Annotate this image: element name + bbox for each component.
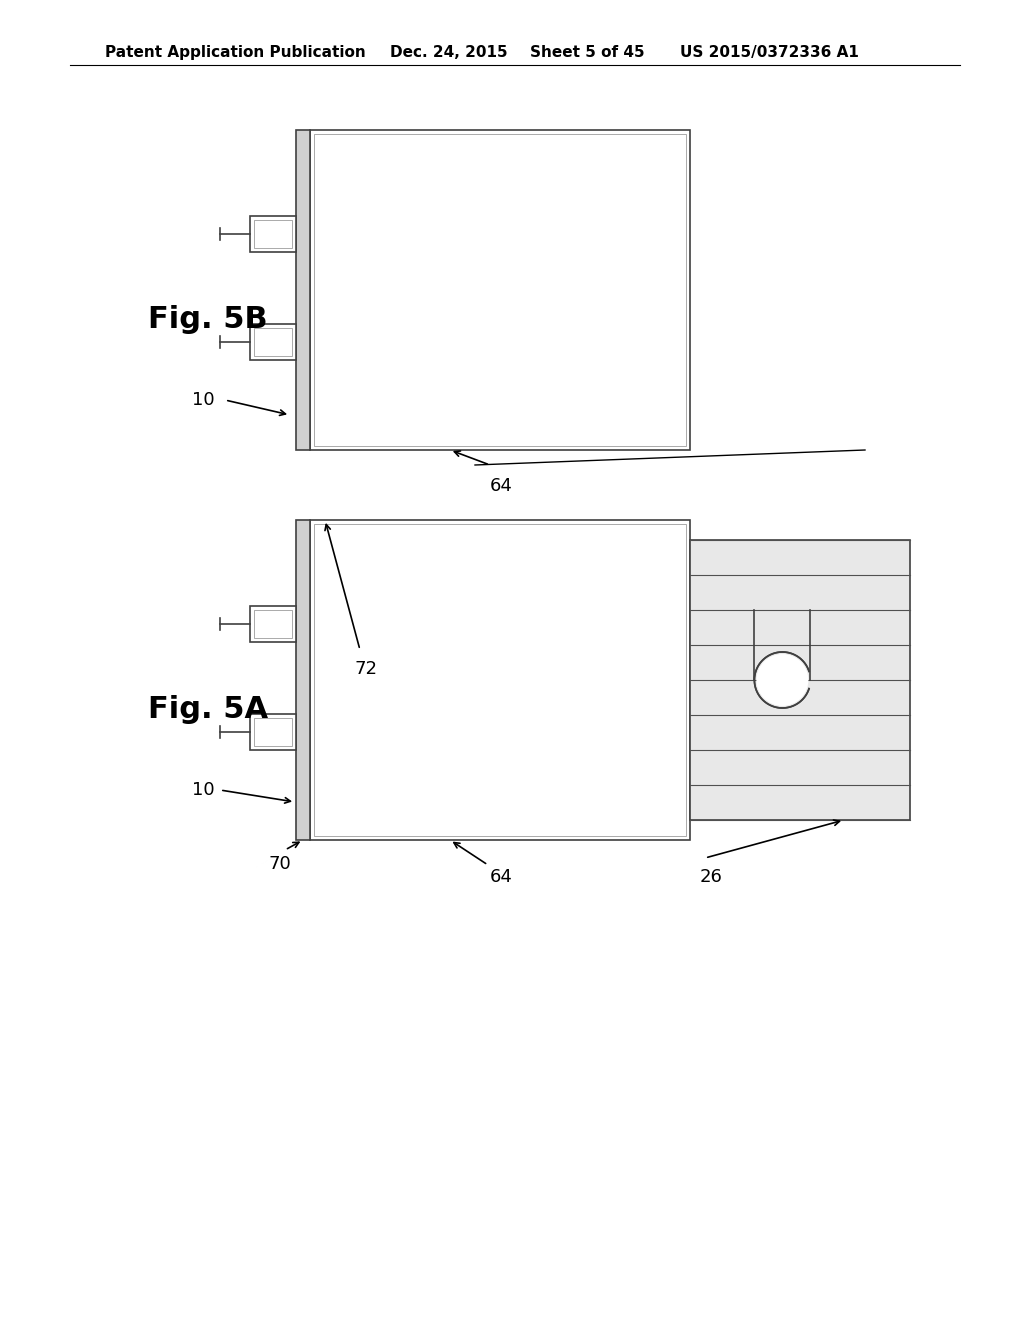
Text: Fig. 5A: Fig. 5A bbox=[148, 696, 268, 725]
FancyBboxPatch shape bbox=[250, 606, 296, 642]
FancyBboxPatch shape bbox=[250, 325, 296, 360]
FancyBboxPatch shape bbox=[314, 524, 686, 836]
FancyBboxPatch shape bbox=[690, 540, 910, 820]
FancyBboxPatch shape bbox=[310, 129, 690, 450]
FancyBboxPatch shape bbox=[254, 718, 292, 746]
Text: 64: 64 bbox=[490, 477, 513, 495]
Circle shape bbox=[757, 653, 808, 706]
Text: Dec. 24, 2015: Dec. 24, 2015 bbox=[390, 45, 508, 59]
Text: 10: 10 bbox=[193, 781, 215, 799]
Text: 64: 64 bbox=[490, 869, 513, 886]
Text: Sheet 5 of 45: Sheet 5 of 45 bbox=[530, 45, 645, 59]
Text: Fig. 5B: Fig. 5B bbox=[148, 305, 267, 334]
FancyBboxPatch shape bbox=[296, 520, 310, 840]
Text: 10: 10 bbox=[193, 391, 215, 409]
Text: 72: 72 bbox=[355, 660, 378, 678]
FancyBboxPatch shape bbox=[296, 129, 310, 450]
FancyBboxPatch shape bbox=[250, 714, 296, 750]
Text: 70: 70 bbox=[268, 855, 292, 873]
FancyBboxPatch shape bbox=[254, 219, 292, 248]
Text: 26: 26 bbox=[700, 869, 723, 886]
FancyBboxPatch shape bbox=[250, 215, 296, 252]
FancyBboxPatch shape bbox=[310, 520, 690, 840]
FancyBboxPatch shape bbox=[314, 135, 686, 446]
Text: Patent Application Publication: Patent Application Publication bbox=[105, 45, 366, 59]
Text: US 2015/0372336 A1: US 2015/0372336 A1 bbox=[680, 45, 859, 59]
FancyBboxPatch shape bbox=[254, 610, 292, 638]
FancyBboxPatch shape bbox=[254, 329, 292, 356]
